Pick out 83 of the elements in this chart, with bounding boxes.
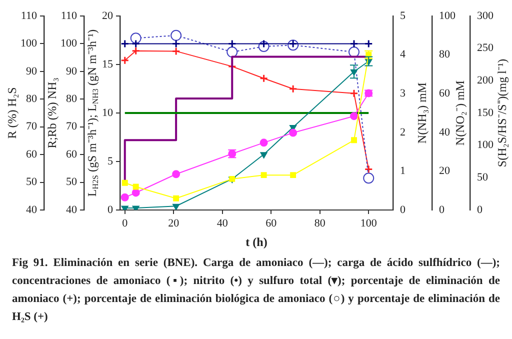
point — [172, 204, 180, 210]
point — [173, 195, 180, 202]
y2-tick-label: 20 — [439, 165, 450, 178]
point — [172, 170, 180, 178]
caption: Fig 91. Eliminación en serie (BNE). Carga de amoniaco (—); carga de ácido sulfhídrico (—); concentraciones de amoniaco (▪); nitrito (•) y sulfuro total (▾); porcentaje de eliminación de amoniaco (+); porcentaje de eliminación biológica de amoniaco (○) y porcentaje de eliminación de H₂S (+) — [11, 256, 501, 325]
y3-tick-label: 90 — [26, 65, 38, 78]
point — [260, 39, 268, 48]
y2-tick-label: 60 — [439, 87, 450, 100]
point — [226, 46, 238, 58]
y3-tick-label: 80 — [26, 93, 38, 106]
point — [120, 193, 129, 202]
y-tick-label: 0 — [108, 204, 114, 216]
point — [132, 188, 140, 197]
y-axis-title: LH2S (gS m⁻³h⁻¹); LNH3 (gN m⁻³h⁻¹) — [85, 29, 100, 197]
point — [288, 39, 298, 48]
y3-axis-title: R (%) H₂S — [5, 87, 20, 139]
y3-tick-label: 110 — [20, 10, 38, 22]
point — [172, 46, 180, 56]
y3-tick-label: 100 — [20, 38, 38, 50]
y3-tick-label: 40 — [26, 204, 38, 216]
y-tick-label: 3 — [400, 87, 406, 100]
point — [172, 39, 180, 48]
x-tick-label: 40 — [216, 217, 228, 230]
point — [132, 184, 139, 190]
y-tick-label: 1 — [400, 165, 406, 178]
y3-tick-label: 50 — [477, 172, 488, 184]
y-tick-label: 5 — [108, 155, 114, 168]
point — [132, 46, 140, 56]
y3-tick-label: 250 — [477, 42, 494, 54]
point — [132, 39, 140, 48]
x-axis-title: t (h) — [246, 234, 268, 249]
y2-tick-label: 80 — [66, 93, 78, 106]
point — [350, 39, 358, 48]
y2-tick-label: 100 — [439, 10, 456, 22]
y2-tick-label: 80 — [439, 48, 450, 61]
x-tick-label: 60 — [266, 217, 278, 230]
y3-tick-label: 0 — [477, 204, 483, 216]
point — [350, 112, 358, 120]
x-tick-label: 80 — [314, 217, 326, 230]
y3-tick-label: 50 — [26, 176, 38, 188]
y2-tick-label: 70 — [66, 120, 78, 133]
y2-tick-label: 40 — [66, 204, 78, 216]
point — [260, 74, 268, 83]
y-tick-label: 4 — [400, 48, 406, 61]
point — [288, 84, 298, 94]
point — [363, 172, 374, 184]
y3-tick-label: 150 — [477, 106, 494, 119]
point — [260, 152, 268, 158]
point — [350, 89, 358, 98]
x-tick-label: 100 — [360, 217, 378, 230]
point — [228, 39, 236, 48]
y-tick-label: 2 — [400, 126, 406, 138]
y2-axis-title: N(NO₂⁻) mM — [453, 80, 468, 146]
x-tick-label: 0 — [122, 217, 128, 230]
y3-tick-label: 200 — [477, 74, 494, 87]
point — [289, 128, 298, 137]
y2-tick-label: 110 — [60, 10, 78, 22]
y2-tick-label: 0 — [439, 204, 445, 216]
y2-tick-label: 40 — [439, 126, 450, 138]
y-tick-label: 20 — [102, 10, 114, 22]
y3-axis-title: S(H₂S/HS⁻/S⁼)(mg l⁻¹) — [495, 58, 510, 168]
y2-tick-label: 50 — [66, 176, 78, 188]
y-tick-label: 0 — [400, 204, 406, 216]
y3-tick-label: 60 — [26, 148, 38, 160]
y3-tick-label: 100 — [477, 139, 494, 152]
y3-tick-label: 70 — [26, 120, 38, 133]
y2-tick-label: 100 — [60, 38, 78, 50]
y2-tick-label: 60 — [66, 148, 78, 160]
y-tick-label: 15 — [102, 58, 114, 70]
y2-axis-title: R;Rb (%) NH₃ — [45, 78, 60, 148]
x-tick-label: 20 — [168, 217, 180, 230]
point — [290, 172, 296, 178]
point — [351, 137, 357, 144]
y3-tick-label: 300 — [477, 10, 494, 22]
point — [260, 172, 267, 178]
y2-tick-label: 90 — [66, 65, 78, 78]
point — [170, 30, 182, 41]
y-tick-label: 10 — [102, 106, 114, 119]
y-tick-label: 5 — [400, 10, 406, 22]
point — [130, 32, 142, 44]
point — [260, 138, 268, 147]
y-axis-title: N(NH₃) mM — [415, 82, 430, 144]
point — [122, 180, 128, 186]
